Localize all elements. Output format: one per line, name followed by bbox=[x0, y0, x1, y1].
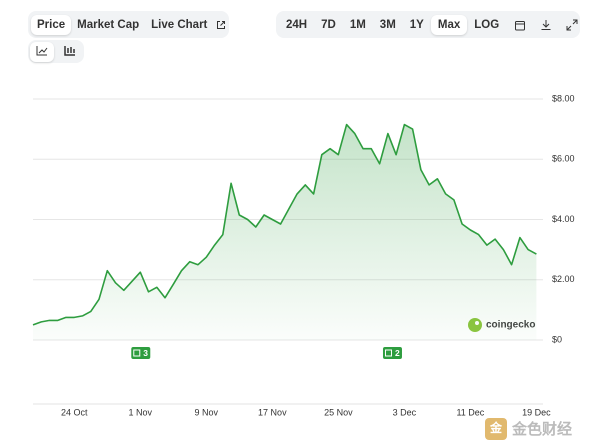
badge-label: 2 bbox=[395, 348, 400, 358]
live-chart-tab[interactable]: Live Chart bbox=[145, 15, 226, 35]
tab-button[interactable]: 7D bbox=[321, 18, 336, 31]
tab-button[interactable]: Max bbox=[430, 14, 468, 35]
tab-button[interactable]: 1M bbox=[349, 18, 366, 31]
tab-button[interactable]: 3M bbox=[379, 18, 396, 31]
tab-button[interactable]: Market Cap bbox=[77, 18, 140, 31]
candle-style-button[interactable] bbox=[60, 42, 80, 62]
tool-icons bbox=[514, 19, 578, 31]
external-link-icon bbox=[217, 20, 226, 29]
badge-icon bbox=[384, 349, 392, 357]
x-tick-label: 1 Nov bbox=[129, 407, 153, 417]
calendar-icon[interactable] bbox=[514, 19, 526, 31]
badge-label: 3 bbox=[143, 348, 148, 358]
x-tick-label: 25 Nov bbox=[324, 407, 353, 417]
x-tick-label: 19 Dec bbox=[522, 407, 551, 417]
badge-icon bbox=[133, 349, 141, 357]
x-tick-label: 9 Nov bbox=[195, 407, 219, 417]
y-tick-label: $2.00 bbox=[552, 274, 575, 284]
fullscreen-icon[interactable] bbox=[566, 19, 578, 31]
chart-style-group bbox=[28, 40, 84, 63]
tab-group: Price Market Cap Live Chart bbox=[28, 11, 230, 38]
x-tick-label: 24 Oct bbox=[61, 407, 88, 417]
y-tick-label: $4.00 bbox=[552, 214, 575, 224]
range-group: 24H 7D 1M 3M 1Y Max LOG bbox=[276, 11, 580, 38]
price-line bbox=[32, 123, 537, 326]
x-tick-label: 11 Dec bbox=[456, 407, 484, 417]
tab-button[interactable]: 1Y bbox=[409, 18, 424, 31]
footer-watermark: 金色财经 bbox=[511, 420, 572, 438]
tab-button[interactable]: LOG bbox=[474, 18, 500, 31]
y-tick-label: $8.00 bbox=[552, 93, 575, 103]
tab-button[interactable]: Live Chart bbox=[151, 18, 208, 31]
x-tick-label: 17 Nov bbox=[258, 407, 287, 417]
tab-button[interactable]: Price bbox=[31, 14, 72, 35]
download-icon[interactable] bbox=[540, 19, 552, 31]
y-tick-label: $6.00 bbox=[552, 154, 575, 164]
svg-text:金: 金 bbox=[489, 420, 503, 435]
price-area bbox=[33, 124, 537, 340]
footer-logo: 金 bbox=[485, 418, 507, 440]
candle-icon bbox=[64, 45, 75, 56]
line-icon bbox=[36, 45, 48, 55]
x-tick-label: 3 Dec bbox=[393, 407, 417, 417]
line-style-button[interactable] bbox=[30, 41, 54, 62]
event-badge[interactable]: 2 bbox=[382, 347, 402, 359]
y-tick-label: $0 bbox=[552, 334, 562, 344]
tab-button[interactable]: 24H bbox=[286, 18, 308, 31]
event-badge[interactable]: 3 bbox=[131, 347, 151, 359]
